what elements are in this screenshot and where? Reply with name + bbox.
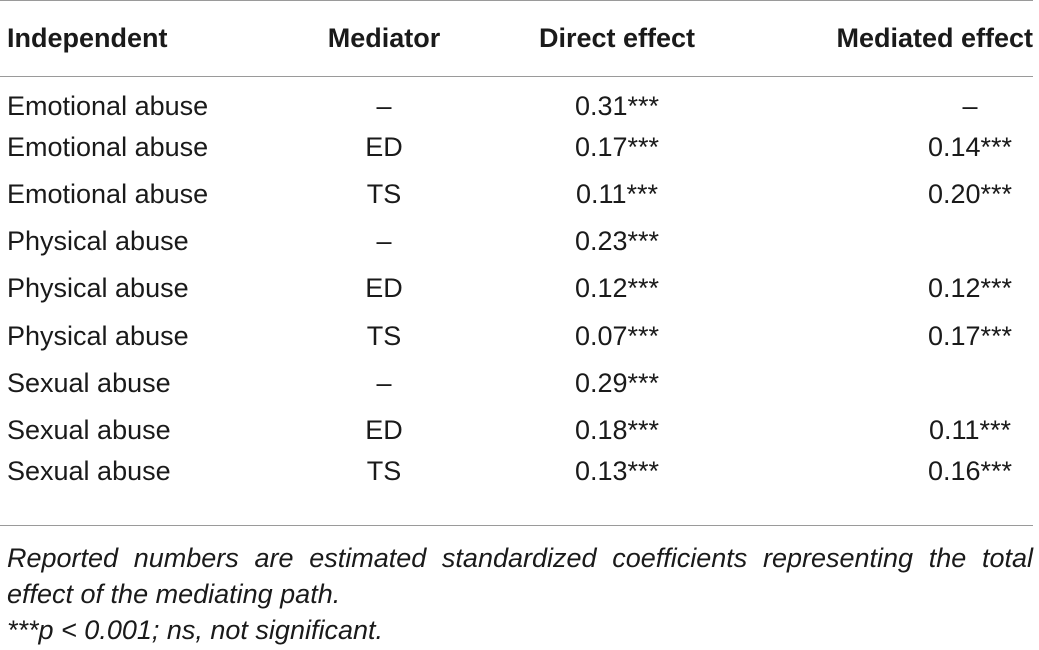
table-row: Sexual abuse TS 0.13*** 0.16*** (0, 454, 1033, 501)
header-mediated-effect: Mediated effect (738, 0, 1033, 77)
cell-independent: Emotional abuse (7, 90, 209, 121)
cell-mediator: – (376, 367, 392, 398)
cell-direct-effect: 0.11*** (575, 178, 659, 209)
footnote-significance: ***p < 0.001; ns, not significant. (7, 615, 383, 645)
cell-mediated-effect: – (962, 90, 978, 121)
cell-independent: Physical abuse (7, 226, 189, 257)
cell-independent: Emotional abuse (7, 178, 209, 209)
header-mediator: Mediator (272, 0, 496, 77)
table-row: Sexual abuse ED 0.18*** 0.11*** (0, 407, 1033, 454)
cell-direct-effect: 0.31*** (574, 90, 660, 121)
cell-mediated-effect: 0.17*** (927, 320, 1013, 351)
footnote-line-1: Reported numbers are estimated standardi… (7, 543, 1033, 573)
table-footnotes: Reported numbers are estimated standardi… (7, 540, 1033, 648)
table-header: Independent Mediator Direct effect Media… (0, 0, 1033, 77)
table-body: Emotional abuse – 0.31*** – Emotional ab… (0, 77, 1033, 502)
table-row: Physical abuse TS 0.07*** 0.17*** (0, 312, 1033, 359)
table-bottom-rule (0, 525, 1033, 526)
cell-direct-effect: 0.13*** (574, 456, 660, 487)
cell-mediated-effect: 0.16*** (927, 456, 1013, 487)
cell-direct-effect: 0.23*** (574, 226, 660, 257)
cell-mediator: TS (366, 178, 402, 209)
footnote-line-2: effect of the mediating path. (7, 579, 341, 609)
cell-mediated-effect: 0.11*** (928, 414, 1012, 445)
table-row: Physical abuse ED 0.12*** 0.12*** (0, 265, 1033, 312)
cell-mediated-effect-wrapper: 0.17*** (738, 312, 1033, 359)
cell-mediator: ED (365, 273, 403, 304)
cell-direct-effect: 0.07*** (574, 320, 660, 351)
header-independent: Independent (0, 0, 272, 77)
table-row: Emotional abuse – 0.31*** – (0, 77, 1033, 124)
cell-independent: Physical abuse (7, 273, 189, 304)
cell-direct-effect: 0.12*** (574, 273, 660, 304)
cell-mediated-effect-wrapper (738, 360, 1033, 407)
mediation-results-table: Independent Mediator Direct effect Media… (0, 0, 1033, 502)
cell-mediator: ED (365, 131, 403, 162)
cell-mediated-effect: 0.20*** (927, 178, 1013, 209)
cell-mediated-effect-wrapper: 0.16*** (738, 454, 1033, 501)
cell-mediated-effect-wrapper: – (738, 77, 1033, 124)
cell-mediator: ED (365, 414, 403, 445)
cell-mediated-effect-wrapper: 0.20*** (738, 171, 1033, 218)
cell-mediated-effect: 0.14*** (927, 131, 1013, 162)
cell-mediated-effect-wrapper: 0.12*** (738, 265, 1033, 312)
cell-independent: Emotional abuse (7, 131, 209, 162)
cell-mediator: – (376, 90, 392, 121)
cell-independent: Sexual abuse (7, 367, 171, 398)
cell-mediated-effect-wrapper: 0.14*** (738, 124, 1033, 171)
cell-mediator: TS (366, 320, 402, 351)
cell-direct-effect: 0.29*** (574, 367, 660, 398)
cell-mediated-effect-wrapper: 0.11*** (738, 407, 1033, 454)
table-row: Physical abuse – 0.23*** (0, 218, 1033, 265)
cell-mediated-effect-wrapper (738, 218, 1033, 265)
header-row: Independent Mediator Direct effect Media… (0, 0, 1033, 77)
cell-independent: Sexual abuse (7, 414, 171, 445)
cell-independent: Sexual abuse (7, 456, 171, 487)
cell-independent: Physical abuse (7, 320, 189, 351)
cell-direct-effect: 0.17*** (574, 131, 660, 162)
header-direct-effect: Direct effect (496, 0, 738, 77)
table-row: Emotional abuse TS 0.11*** 0.20*** (0, 171, 1033, 218)
table-row: Emotional abuse ED 0.17*** 0.14*** (0, 124, 1033, 171)
results-table-container: Independent Mediator Direct effect Media… (0, 0, 1033, 502)
cell-direct-effect: 0.18*** (574, 414, 660, 445)
cell-mediator: – (376, 226, 392, 257)
cell-mediator: TS (366, 456, 402, 487)
cell-mediated-effect: 0.12*** (927, 273, 1013, 304)
table-row: Sexual abuse – 0.29*** (0, 360, 1033, 407)
